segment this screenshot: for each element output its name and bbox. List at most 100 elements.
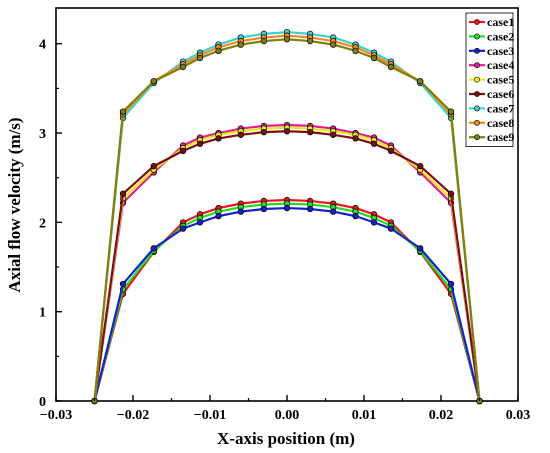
y-tick-label: 4	[39, 38, 46, 53]
legend-item-case3: case3	[469, 44, 514, 58]
data-point	[387, 147, 395, 155]
data-point	[447, 190, 455, 197]
data-point	[387, 225, 395, 232]
data-point	[215, 212, 222, 220]
x-tick-label: −0.03	[40, 408, 72, 423]
data-point	[119, 280, 127, 288]
data-point	[447, 280, 455, 288]
data-point	[352, 212, 359, 220]
legend-label: case5	[487, 73, 514, 87]
data-point	[237, 131, 244, 138]
series-case2	[91, 200, 483, 405]
series-case4	[91, 121, 483, 405]
data-point	[150, 78, 157, 85]
legend-label: case1	[487, 15, 514, 29]
data-point	[306, 129, 314, 136]
data-point	[196, 219, 204, 226]
legend-item-case9: case9	[469, 130, 514, 144]
data-point	[150, 245, 157, 252]
legend-swatch-marker	[474, 76, 480, 83]
legend-label: case2	[487, 29, 514, 43]
legend-swatch-marker	[474, 119, 480, 126]
data-point	[447, 108, 455, 115]
data-point	[283, 36, 291, 43]
legend-label: case3	[487, 44, 514, 58]
data-point	[237, 41, 244, 48]
data-point	[370, 54, 378, 62]
legend-swatch-marker	[474, 33, 480, 40]
series-line	[93, 38, 481, 402]
series-group	[91, 28, 483, 405]
data-point	[370, 140, 378, 147]
legend-swatch-marker	[474, 134, 480, 141]
x-tick-label: 0.03	[506, 408, 531, 423]
data-point	[119, 108, 127, 115]
data-point	[283, 128, 291, 135]
data-point	[119, 190, 127, 197]
series-case6	[91, 128, 483, 405]
legend: case1case2case3case4case5case6case7case8…	[465, 12, 514, 148]
x-tick-label: −0.02	[117, 408, 149, 423]
data-point	[306, 205, 314, 213]
series-case5	[91, 124, 483, 405]
x-tick-label: 0.01	[352, 408, 377, 423]
y-tick-label: 0	[39, 395, 46, 410]
legend-swatch-marker	[474, 91, 480, 97]
data-point	[417, 78, 424, 85]
series-line	[93, 202, 481, 402]
data-point	[150, 162, 157, 170]
data-point	[352, 135, 359, 142]
data-point	[330, 41, 337, 48]
legend-label: case6	[487, 87, 514, 101]
data-point	[330, 208, 337, 215]
legend-swatch-marker	[474, 105, 480, 112]
data-point	[260, 129, 268, 136]
data-point	[283, 204, 291, 212]
x-tick-label: −0.01	[194, 408, 226, 423]
series-line	[93, 34, 481, 402]
series-line	[93, 206, 481, 402]
legend-item-case2: case2	[469, 29, 514, 43]
legend-label: case9	[487, 130, 514, 144]
series-case9	[91, 36, 483, 405]
legend-item-case7: case7	[469, 101, 514, 115]
series-case3	[91, 204, 483, 405]
data-point	[417, 245, 424, 252]
legend-item-case4: case4	[469, 58, 514, 72]
data-point	[260, 205, 268, 213]
series-line	[93, 198, 481, 402]
x-tick-label: 0.00	[275, 408, 300, 423]
y-tick-label: 2	[39, 216, 46, 231]
x-axis-label: X-axis position (m)	[217, 429, 355, 448]
data-point	[370, 219, 378, 226]
legend-item-case1: case1	[469, 15, 514, 29]
data-point	[387, 63, 395, 71]
legend-label: case7	[487, 101, 514, 115]
data-point	[260, 37, 268, 45]
data-point	[179, 147, 187, 155]
y-tick-label: 3	[39, 127, 46, 142]
legend-swatch-marker	[474, 62, 480, 69]
data-point	[196, 54, 204, 62]
data-point	[215, 47, 222, 55]
data-point	[196, 140, 204, 147]
legend-swatch-marker	[474, 19, 480, 25]
ticks-group: −0.03 −0.02 −0.01 0.00 0.01 0.02 0.03 0 1 2 3 4	[39, 38, 530, 423]
legend-item-case6: case6	[469, 87, 514, 101]
legend-swatch-marker	[474, 47, 480, 54]
data-point	[237, 208, 244, 215]
y-axis-label: Axial flow velocity (m/s)	[5, 117, 24, 292]
series-case1	[91, 196, 483, 405]
series-line	[93, 31, 481, 402]
data-point	[330, 131, 337, 138]
data-point	[215, 135, 222, 142]
x-tick-label: 0.02	[429, 408, 454, 423]
data-point	[179, 225, 187, 232]
y-tick-label: 1	[39, 306, 46, 321]
legend-item-case8: case8	[469, 116, 514, 130]
legend-label: case4	[487, 58, 514, 72]
legend-label: case8	[487, 116, 514, 130]
data-point	[417, 162, 424, 170]
data-point	[179, 63, 187, 71]
